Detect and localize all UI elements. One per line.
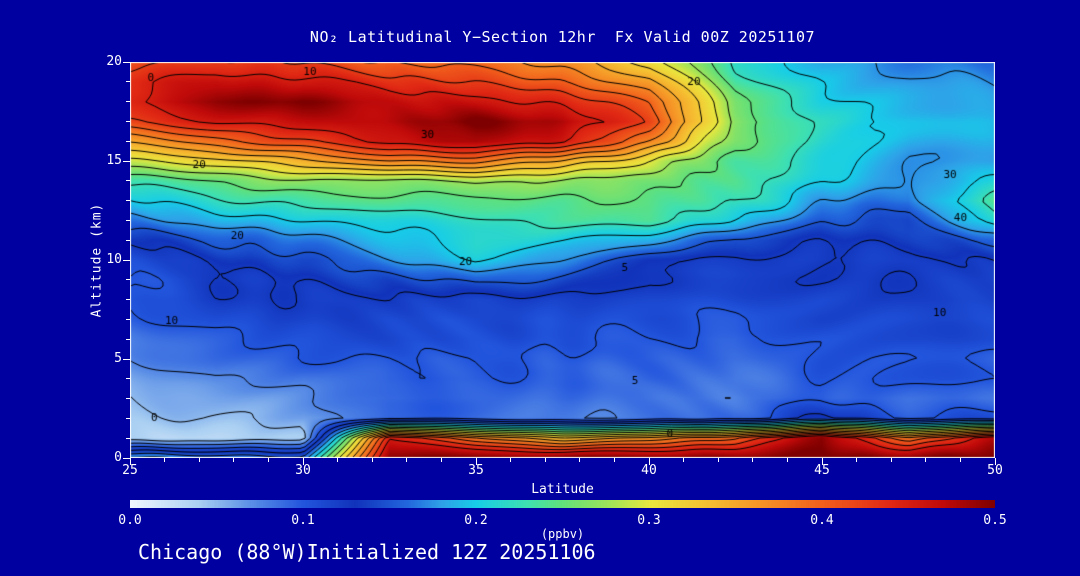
x-axis-tick <box>994 458 996 465</box>
y-axis-tick <box>123 457 130 459</box>
x-tick-label: 35 <box>468 463 484 478</box>
y-axis-tick <box>126 81 130 83</box>
chart-title: NO₂ Latitudinal Y−Section 12hr Fx Valid … <box>309 28 816 46</box>
x-tick-label: 40 <box>641 463 657 478</box>
colorbar <box>130 500 995 508</box>
y-axis-tick <box>126 180 130 182</box>
colorbar-tick-label: 0.2 <box>464 513 488 528</box>
x-axis-tick <box>510 458 512 462</box>
y-tick-label: 10 <box>106 252 122 267</box>
x-axis-tick <box>683 458 685 462</box>
x-axis-tick <box>821 458 823 465</box>
x-axis-tick <box>406 458 408 462</box>
x-axis-tick <box>233 458 235 462</box>
footer-text: Chicago (88°W)Initialized 12Z 20251106 <box>138 540 596 564</box>
colorbar-tick-label: 0.3 <box>637 513 661 528</box>
x-axis-tick <box>613 458 615 462</box>
y-axis-tick <box>126 140 130 142</box>
x-axis-tick <box>717 458 719 462</box>
y-axis-tick <box>126 279 130 281</box>
y-axis-tick <box>126 219 130 221</box>
x-axis-tick <box>890 458 892 462</box>
x-axis-tick <box>475 458 477 465</box>
x-axis-tick <box>959 458 961 462</box>
x-axis-tick <box>129 458 131 465</box>
x-axis-tick <box>337 458 339 462</box>
y-axis-tick <box>126 120 130 122</box>
x-axis-label: Latitude <box>531 482 594 497</box>
x-axis-tick <box>198 458 200 462</box>
y-axis-tick <box>126 299 130 301</box>
x-axis-tick <box>164 458 166 462</box>
y-tick-label: 20 <box>106 54 122 69</box>
x-axis-tick <box>544 458 546 462</box>
y-axis-tick <box>126 239 130 241</box>
colorbar-units-label: (ppbv) <box>540 527 585 541</box>
colorbar-tick-label: 0.5 <box>983 513 1007 528</box>
x-axis-tick <box>752 458 754 462</box>
y-axis-tick <box>126 338 130 340</box>
x-axis-tick <box>648 458 650 465</box>
x-tick-label: 25 <box>122 463 138 478</box>
y-tick-label: 15 <box>106 153 122 168</box>
y-axis-tick <box>123 358 130 360</box>
x-axis-tick <box>440 458 442 462</box>
y-axis-tick <box>126 200 130 202</box>
y-axis-tick <box>123 160 130 162</box>
colorbar-tick-label: 0.0 <box>118 513 142 528</box>
y-axis-tick <box>126 437 130 439</box>
colorbar-tick-label: 0.1 <box>291 513 315 528</box>
y-axis-tick <box>123 259 130 261</box>
y-axis-tick <box>126 417 130 419</box>
x-axis-tick <box>579 458 581 462</box>
heatmap-plot <box>130 62 995 458</box>
x-axis-tick <box>786 458 788 462</box>
x-tick-label: 30 <box>295 463 311 478</box>
x-axis-tick <box>856 458 858 462</box>
y-axis-tick <box>126 101 130 103</box>
x-axis-tick <box>371 458 373 462</box>
x-axis-tick <box>302 458 304 465</box>
x-axis-tick <box>267 458 269 462</box>
y-tick-label: 5 <box>114 351 122 366</box>
y-axis-tick <box>126 318 130 320</box>
x-tick-label: 45 <box>814 463 830 478</box>
y-axis-tick <box>126 378 130 380</box>
y-axis-tick <box>123 61 130 63</box>
x-axis-tick <box>925 458 927 462</box>
y-axis-tick <box>126 398 130 400</box>
y-tick-label: 0 <box>114 450 122 465</box>
colorbar-tick-label: 0.4 <box>810 513 834 528</box>
x-tick-label: 50 <box>987 463 1003 478</box>
